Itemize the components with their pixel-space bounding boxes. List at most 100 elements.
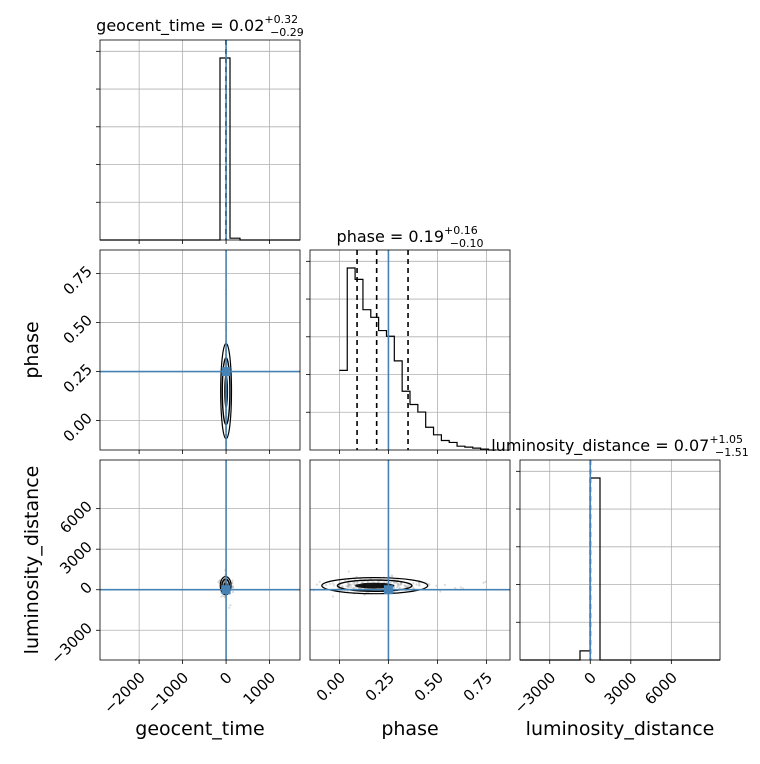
grid (310, 460, 510, 660)
xtick-label-luminosity_distance-0: −3000 (511, 669, 560, 718)
sample-point (348, 585, 351, 588)
sample-point (382, 580, 386, 584)
frame (309, 459, 511, 661)
frame (519, 459, 721, 661)
xlabel-geocent-time: geocent_time (135, 718, 264, 740)
sample-point (392, 586, 396, 589)
sample-point (350, 586, 353, 589)
xtick-label-phase-3: 0.75 (460, 669, 496, 705)
sample-point (352, 587, 356, 590)
sample-point (350, 583, 353, 586)
sample-point (399, 583, 402, 586)
grid (100, 40, 300, 240)
sample-point (355, 586, 358, 589)
ytick-label-phase-3: 0.75 (60, 262, 96, 298)
hist-phase (339, 267, 497, 451)
sample-point (355, 575, 358, 578)
sample-point (397, 582, 400, 586)
sample-point (341, 585, 344, 588)
truth-marker (383, 585, 393, 595)
panel-luminosity_distance-geocent_time (99, 459, 301, 661)
ytick-label-phase-2: 0.50 (60, 311, 96, 347)
frame (99, 459, 301, 661)
panel-geocent_time-geocent_time (96, 39, 301, 241)
sample-point (231, 584, 234, 587)
sample-point (392, 586, 395, 589)
title-geocent-time-median: 0.02 (229, 16, 265, 35)
xtick-label-phase-1: 0.25 (362, 669, 398, 705)
sample-point (220, 595, 223, 598)
panel-phase-phase (306, 249, 511, 451)
frame (99, 249, 301, 451)
sample-point (400, 583, 403, 586)
hist-geocent_time (100, 57, 300, 241)
sample-point (396, 586, 399, 589)
sample-point (218, 579, 221, 583)
sample-point (331, 595, 335, 598)
grid (100, 250, 300, 450)
sample-point (231, 579, 234, 582)
title-luminosity-distance-median: 0.07 (674, 436, 710, 455)
sample-point (439, 590, 442, 593)
sample-point (344, 579, 347, 582)
sample-point (396, 584, 399, 587)
panel-phase-geocent_time (99, 249, 301, 451)
xtick-label-geocent_time-3: 1000 (239, 669, 279, 709)
title-phase: phase = 0.19+0.16 −0.10 (337, 224, 484, 250)
sample-point (346, 582, 349, 585)
sample-point (484, 580, 487, 583)
xlabel-luminosity-distance: luminosity_distance (526, 718, 715, 740)
xlabel-phase: phase (381, 718, 438, 740)
truth-marker (221, 585, 231, 595)
sample-point (418, 584, 421, 587)
sample-point (348, 583, 352, 586)
grid (520, 460, 720, 660)
sample-point (399, 582, 402, 585)
ytick-label-luminosity_distance-2: 3000 (56, 538, 96, 578)
sample-point (395, 581, 398, 584)
sample-point (407, 585, 410, 588)
sample-point (331, 582, 334, 585)
sample-point (348, 583, 351, 586)
sample-point (347, 570, 350, 573)
ylabel-luminosity-distance: luminosity_distance (21, 466, 43, 655)
sample-point (231, 586, 234, 589)
sample-point (357, 587, 361, 590)
sample-point (318, 580, 321, 584)
sample-point (218, 579, 222, 582)
ytick-label-phase-0: 0.00 (60, 409, 96, 445)
contour-2 (321, 577, 429, 595)
sample-point (482, 581, 485, 584)
contour-1 (336, 579, 413, 593)
sample-point (397, 584, 400, 587)
title-geocent-time-minus: −0.29 (270, 26, 304, 39)
sample-point (415, 583, 418, 586)
sample-point (347, 583, 351, 587)
sample-point (417, 584, 420, 587)
sample-point (333, 584, 336, 587)
sample-point (389, 581, 392, 584)
sample-point (223, 580, 226, 583)
sample-point (428, 583, 431, 586)
grid (100, 460, 300, 660)
xtick-label-geocent_time-1: −1000 (144, 669, 193, 718)
ylabel-phase: phase (21, 321, 43, 378)
ytick-label-luminosity_distance-0: −3000 (47, 619, 96, 668)
sample-point (315, 583, 319, 586)
sample-point (391, 575, 394, 578)
xtick-label-phase-0: 0.00 (313, 669, 349, 705)
sample-point (354, 578, 357, 581)
sample-point (403, 584, 406, 587)
panel-luminosity_distance-phase (309, 459, 511, 661)
sample-point (356, 581, 359, 585)
xtick-label-geocent_time-0: −2000 (100, 669, 149, 718)
sample-point (231, 582, 234, 585)
title-geocent-time-label: geocent_time (96, 16, 205, 36)
xtick-label-geocent_time-2: 0 (216, 669, 235, 688)
sample-point (393, 581, 396, 584)
sample-point (324, 584, 328, 587)
sample-point (400, 582, 403, 585)
truth-marker (221, 367, 231, 377)
sample-point (232, 585, 235, 589)
